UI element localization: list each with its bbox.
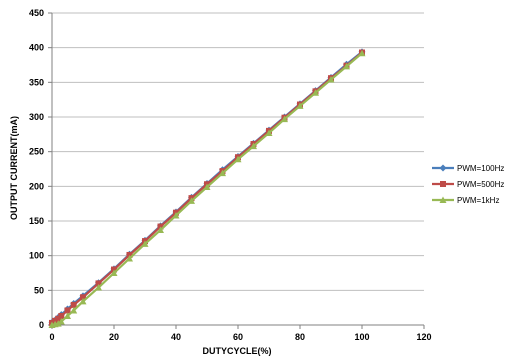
legend-label-1: PWM=500Hz <box>457 180 504 189</box>
series-2 <box>48 49 366 328</box>
y-tick-label-5: 250 <box>29 147 44 157</box>
y-tick-label-3: 150 <box>29 216 44 226</box>
legend-item-0: PWM=100Hz <box>432 164 504 173</box>
y-tick-labels: 0 50 100 150 200 250 300 350 400 450 <box>29 8 44 330</box>
data-point-2-17 <box>250 142 257 150</box>
data-point-2-7 <box>95 284 102 291</box>
data-point-2-12 <box>172 211 180 219</box>
data-point-2-20 <box>296 102 304 109</box>
y-tick-label-6: 300 <box>29 112 44 122</box>
data-point-2-21 <box>312 89 319 96</box>
axes <box>48 12 425 329</box>
data-point-2-16 <box>234 155 242 163</box>
legend-label-2: PWM=1kHz <box>457 196 499 205</box>
data-point-2-5 <box>70 306 78 314</box>
legend-marker-1 <box>440 181 446 187</box>
data-point-2-15 <box>219 169 226 177</box>
data-point-2-18 <box>265 129 273 136</box>
x-tick-labels: 0 20 40 60 80 100 120 <box>49 332 431 342</box>
y-tick-label-0: 0 <box>39 320 44 330</box>
data-point-2-14 <box>203 183 211 191</box>
legend-marker-2 <box>439 196 447 203</box>
legend-label-0: PWM=100Hz <box>457 164 504 173</box>
legend-marker-0 <box>439 164 447 172</box>
x-tick-label-0: 0 <box>49 332 54 342</box>
data-point-1-2 <box>55 315 62 322</box>
series-group <box>48 48 366 328</box>
data-point-1-3 <box>58 312 65 319</box>
y-tick-label-2: 100 <box>29 251 44 261</box>
x-tick-label-2: 40 <box>171 332 181 342</box>
data-point-1-5 <box>70 301 77 308</box>
x-tick-label-6: 120 <box>416 332 431 342</box>
y-tick-label-4: 200 <box>29 181 44 191</box>
data-point-2-3 <box>57 318 65 325</box>
data-point-1-4 <box>64 307 71 314</box>
x-tick-label-3: 60 <box>233 332 243 342</box>
x-tick-label-1: 20 <box>109 332 119 342</box>
data-point-2-22 <box>327 76 335 83</box>
y-tick-label-1: 50 <box>34 285 44 295</box>
data-point-2-24 <box>358 49 366 57</box>
y-tick-label-8: 400 <box>29 43 44 53</box>
legend-item-2: PWM=1kHz <box>432 196 499 205</box>
data-point-2-4 <box>64 312 71 319</box>
data-point-2-23 <box>343 62 350 70</box>
y-tick-label-9: 450 <box>29 8 44 18</box>
y-tick-label-7: 350 <box>29 77 44 87</box>
data-point-2-13 <box>188 197 195 204</box>
y-axis-title: OUTPUT CURRENT(mA) <box>9 116 19 220</box>
legend: PWM=100Hz PWM=500Hz PWM=1kHz <box>432 164 504 205</box>
data-point-1-6 <box>80 294 86 301</box>
x-axis-title: DUTYCYCLE(%) <box>203 346 272 356</box>
data-point-2-9 <box>126 254 133 262</box>
data-point-2-6 <box>79 297 87 305</box>
data-point-2-8 <box>110 269 118 276</box>
x-tick-label-5: 100 <box>354 332 369 342</box>
data-point-2-19 <box>281 115 288 123</box>
data-point-2-10 <box>141 240 149 247</box>
data-point-2-2 <box>54 320 62 327</box>
gridlines <box>52 12 424 291</box>
data-point-2-11 <box>157 226 164 234</box>
x-tick-label-4: 80 <box>295 332 305 342</box>
data-point-1-7 <box>95 280 102 287</box>
legend-item-1: PWM=500Hz <box>432 180 504 189</box>
